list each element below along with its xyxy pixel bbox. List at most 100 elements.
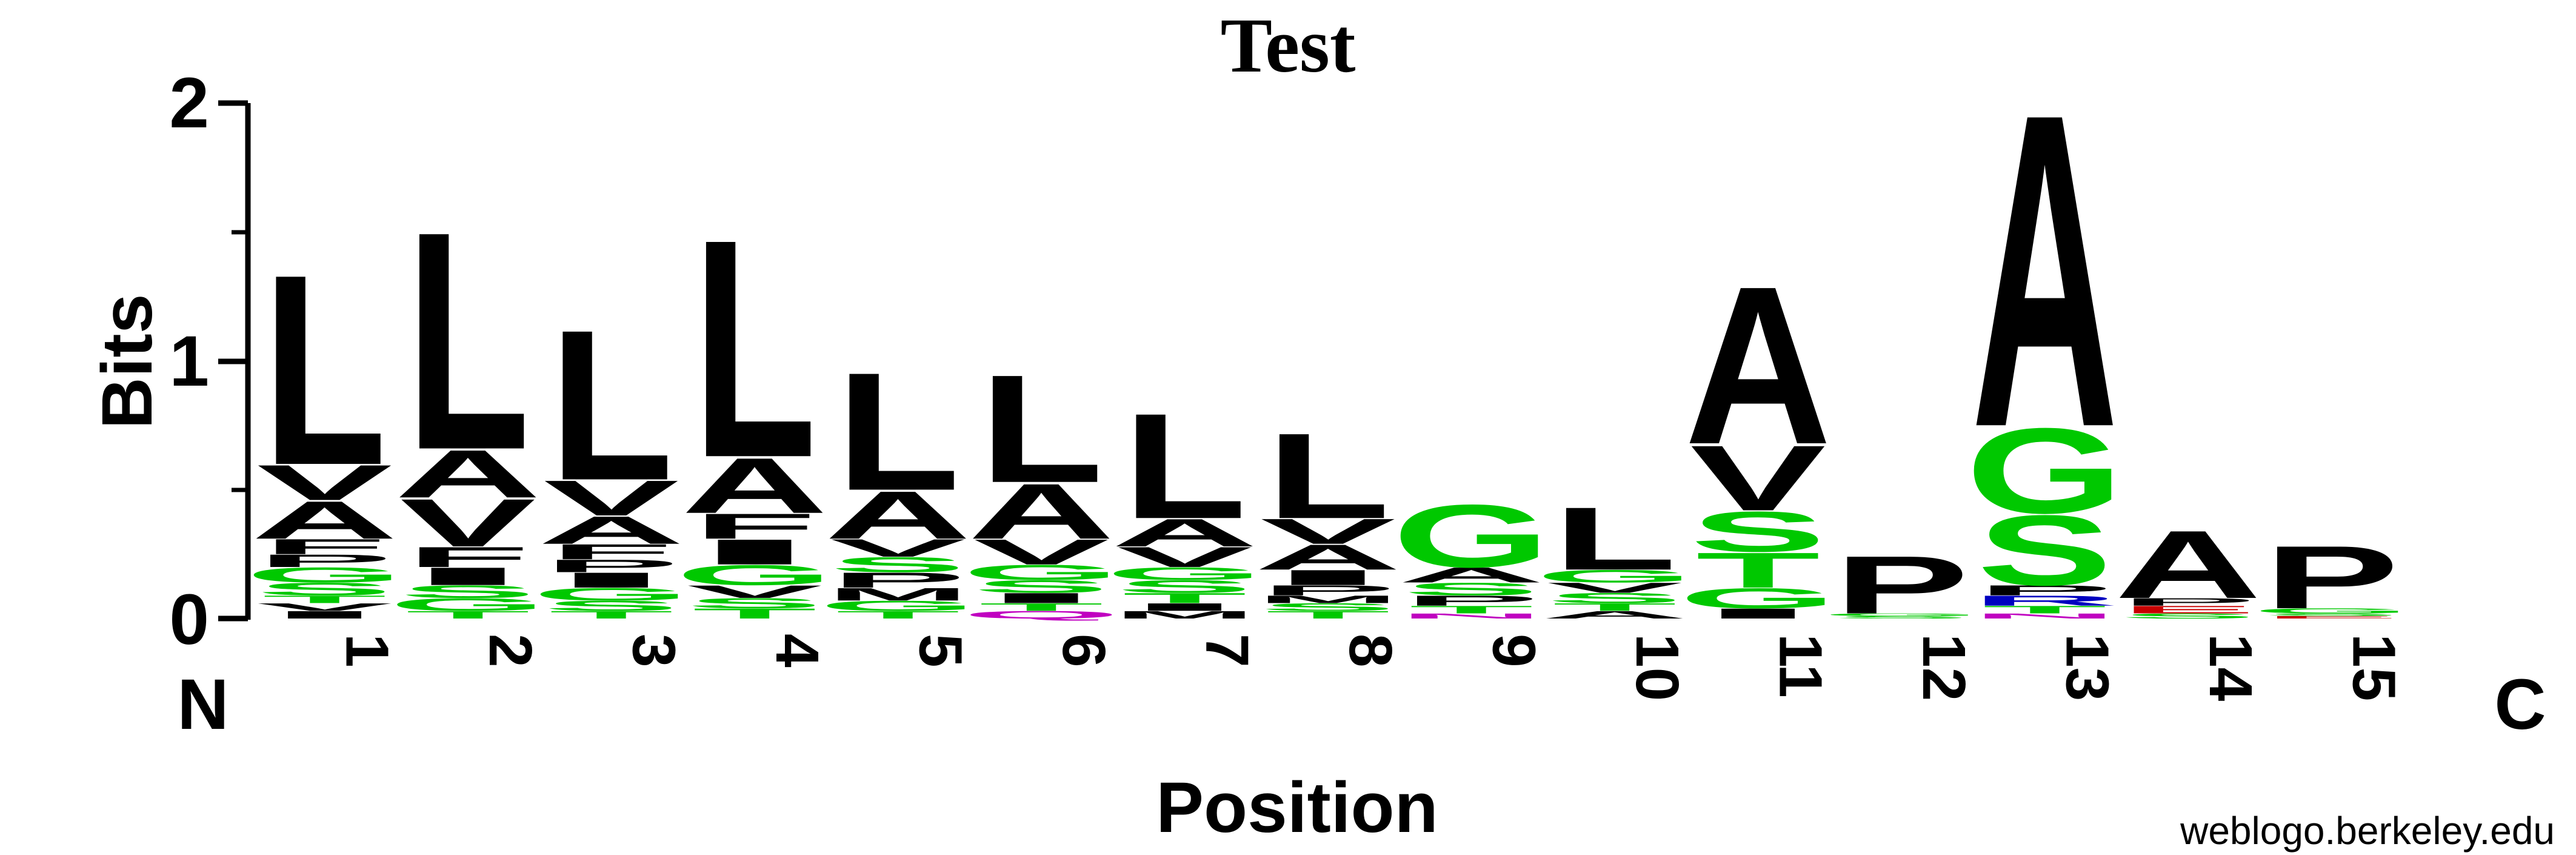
logo-letter: F xyxy=(262,535,387,559)
x-tick-label: 5 xyxy=(907,634,975,668)
logo-letter: V xyxy=(257,455,393,511)
logo-letter: T xyxy=(979,601,1103,613)
logo-letter: S xyxy=(973,577,1109,597)
logo-letter: L xyxy=(262,218,387,522)
logo-letter: S xyxy=(257,579,393,599)
logo-letter: V xyxy=(544,470,679,526)
logo-letter: V xyxy=(1547,580,1683,595)
logo-letter: G xyxy=(389,595,547,615)
logo-letter: Q xyxy=(962,609,1120,621)
logo-letter: I xyxy=(1257,566,1398,590)
logo-letter: T xyxy=(836,609,960,621)
y-axis: 2 1 0 Bits xyxy=(87,63,251,660)
logo-letter: T xyxy=(262,594,387,606)
logo-letter: T xyxy=(549,609,673,621)
logo-letter: M xyxy=(1113,609,1256,621)
y-tick-label: 1 xyxy=(169,321,209,401)
logo-letter: S xyxy=(544,598,679,614)
y-tick-label: 2 xyxy=(169,63,209,143)
logo-letter: S xyxy=(1977,494,2113,606)
x-tick-labels: 1 2 3 4 5 6 7 8 9 10 11 12 13 14 15 xyxy=(333,634,2408,702)
logo-letter: G xyxy=(2252,607,2411,615)
logo-letter: V xyxy=(1690,426,1827,530)
logo-letter: S xyxy=(1260,601,1396,613)
logo-letter: G xyxy=(1822,612,1980,617)
logo-letter: L xyxy=(1123,382,1247,550)
x-tick-label: 13 xyxy=(2054,634,2121,701)
logo-letter: I xyxy=(970,590,1112,606)
logo-letter: V xyxy=(687,582,823,602)
logo-letter: L xyxy=(1266,408,1390,544)
logo-letter: G xyxy=(675,559,833,591)
logo-letter: I xyxy=(1114,601,1255,613)
logo-letter: E xyxy=(2120,604,2256,616)
x-tick-label: 9 xyxy=(1480,634,1548,668)
logo-letter: T xyxy=(1123,590,1247,606)
logo-letter: S xyxy=(1117,577,1253,597)
logo-letter: T xyxy=(1552,601,1677,613)
logo-letter: L xyxy=(692,174,816,522)
logo-letter: A xyxy=(824,477,971,553)
logo-letter: V xyxy=(1260,512,1396,552)
x-tick-label: 11 xyxy=(1767,634,1835,698)
logo-letter: V xyxy=(973,532,1109,572)
logo-letter: R xyxy=(1971,593,2118,609)
logo-letter: I xyxy=(684,532,825,572)
logo-letter: L xyxy=(549,286,673,525)
x-tick-label: 3 xyxy=(620,634,688,668)
logo-letter: A xyxy=(251,491,398,551)
logo-letter: T xyxy=(1696,542,1820,598)
logo-letter: A xyxy=(1541,609,1688,621)
logo-letter: A xyxy=(1255,537,1401,577)
logo-letter: V xyxy=(257,601,393,613)
n-terminus-label: N xyxy=(177,665,229,745)
logo-letter: G xyxy=(245,563,404,587)
logo-letter: E xyxy=(2264,615,2400,620)
logo-letter: L xyxy=(1552,489,1677,589)
logo-letter: G xyxy=(819,598,977,614)
x-tick-label: 7 xyxy=(1193,634,1261,668)
logo-letter: S xyxy=(2120,612,2256,620)
logo-letter: S xyxy=(687,595,823,611)
x-tick-label: 15 xyxy=(2340,634,2408,701)
logo-letter: G xyxy=(1966,403,2124,538)
logo-letter: S xyxy=(1404,579,1540,599)
y-axis-label: Bits xyxy=(87,294,167,429)
logo-letter: N xyxy=(1971,612,2118,620)
logo-letter: G xyxy=(1535,566,1693,586)
logo-letter: L xyxy=(836,338,960,526)
logo-letter: T xyxy=(405,609,530,621)
logo-letter: A xyxy=(968,468,1115,555)
x-tick-label: 8 xyxy=(1336,634,1404,668)
logo-stack-12: SGP xyxy=(1822,539,1980,631)
y-tick-label: 0 xyxy=(169,580,209,660)
logo-letter: T xyxy=(692,606,816,622)
logo-letter: T xyxy=(1983,604,2107,616)
x-tick-label: 14 xyxy=(2197,634,2264,702)
x-tick-label: 6 xyxy=(1050,634,1118,668)
logo-stacks: IVTSGPFAVLTGSIFVALTSGIPFAVLTSVGIFALTGMPS… xyxy=(245,21,2411,631)
logo-letter: I xyxy=(397,562,538,590)
logo-letter: M xyxy=(1256,593,1400,605)
logo-letter: A xyxy=(395,436,541,512)
logo-letter: A xyxy=(2115,511,2261,619)
logo-letter: G xyxy=(1679,582,1837,614)
credit-label: weblogo.berkeley.edu xyxy=(2180,809,2555,853)
logo-letter: S xyxy=(1834,615,1969,620)
logo-letter: S xyxy=(1547,590,1683,606)
logo-letter: A xyxy=(1398,563,1544,587)
logo-letter: I xyxy=(541,568,682,592)
x-tick-label: 10 xyxy=(1623,634,1691,701)
logo-letter: V xyxy=(400,485,536,561)
logo-letter: A xyxy=(1971,21,2118,520)
